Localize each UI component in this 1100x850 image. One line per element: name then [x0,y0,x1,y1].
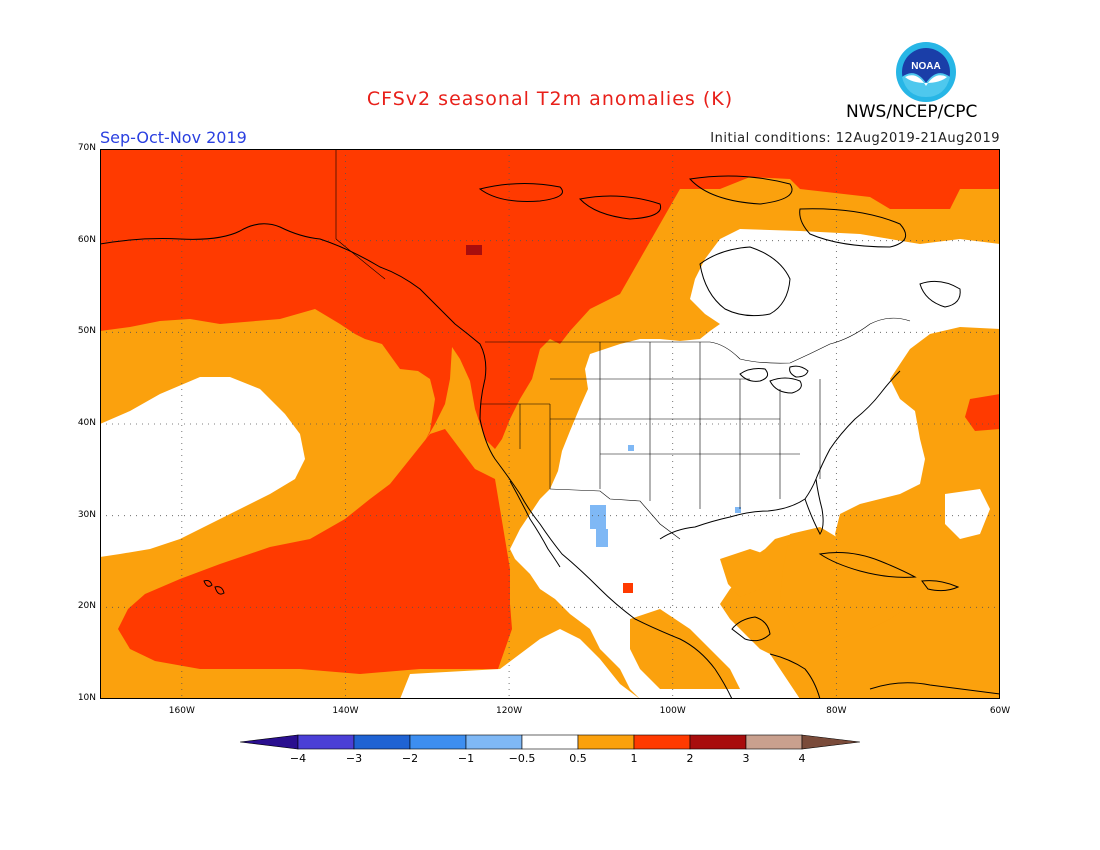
anomaly-region-darkred [466,245,482,255]
anomaly-region-orange-central-america [630,609,740,689]
anomaly-region-white-atlantic [945,489,990,539]
anomaly-region-lightblue [590,505,606,529]
latitude-tick-label: 10N [77,693,96,703]
latitude-tick-label: 50N [77,326,96,337]
colorbar-arrow-low [240,734,299,750]
anomaly-region-orange-gulf [720,549,770,597]
anomaly-region-red-greenland [800,164,1000,204]
colorbar-tick-label: 3 [742,752,750,765]
coastlines [100,175,1000,699]
noaa-logo-text: NOAA [911,61,940,72]
longitude-tick-label: 80W [826,706,847,716]
anomaly-map [100,149,1000,699]
anomaly-region-lightblue [596,529,608,547]
longitude-tick-label: 140W [332,706,359,716]
colorbar-segment [577,734,635,750]
colorbar-tick-label: 0.5 [569,752,587,765]
latitude-tick-label: 30N [77,509,96,520]
longitude-tick-label: 60W [989,706,1011,716]
initial-conditions-label: Initial conditions: 12Aug2019-21Aug2019 [710,131,1000,146]
longitude-tick-label: 120W [496,706,523,716]
noaa-logo-icon: NOAA [896,42,956,102]
anomaly-region-white-continent [510,229,1000,699]
map-title: CFSv2 seasonal T2m anomalies (K) [366,88,734,110]
colorbar-segment [689,734,747,750]
anomaly-region-white-pacific [100,377,305,557]
latitude-tick-label: 40N [77,418,96,428]
anomaly-region-red-pacific [118,429,512,674]
colorbar-segment [745,734,803,750]
colorbar-segment [297,734,355,750]
anomaly-region-red-north [100,149,1000,449]
colorbar-tick-label: −2 [401,752,419,765]
colorbar-tick-label: −0.5 [508,752,536,765]
colorbar-tick-label: 1 [630,752,638,765]
map-frame [100,149,1000,699]
season-label: Sep-Oct-Nov 2019 [100,128,247,147]
colorbar-segment [409,734,467,750]
colorbar [240,734,860,750]
anomaly-region-red-spot [623,583,633,593]
anomaly-region-lightblue [628,445,634,451]
longitude-tick-label: 100W [659,706,686,716]
latitude-tick-label: 70N [77,143,96,153]
latitude-tick-label: 20N [77,601,96,612]
latitude-tick-label: 60N [77,234,96,245]
agency-label: NWS/NCEP/CPC [846,102,978,122]
colorbar-tick-label: 2 [686,752,694,765]
colorbar-tick-label: −3 [345,752,363,765]
colorbar-arrow-high [801,734,860,750]
longitude-tick-label: 160W [168,706,195,716]
colorbar-tick-label: −1 [457,752,475,765]
political-borders [335,149,911,540]
colorbar-segment [465,734,523,750]
colorbar-segment [633,734,691,750]
colorbar-tick-label: −4 [289,752,307,765]
colorbar-segment [353,734,411,750]
anomaly-region-lightblue [735,507,741,513]
anomaly-region-red-atlantic [965,394,1000,431]
colorbar-segment [521,734,579,750]
anomaly-region-white-south [400,629,640,699]
colorbar-tick-label: 4 [798,752,806,765]
anomaly-region-orange-caribbean [780,527,910,654]
